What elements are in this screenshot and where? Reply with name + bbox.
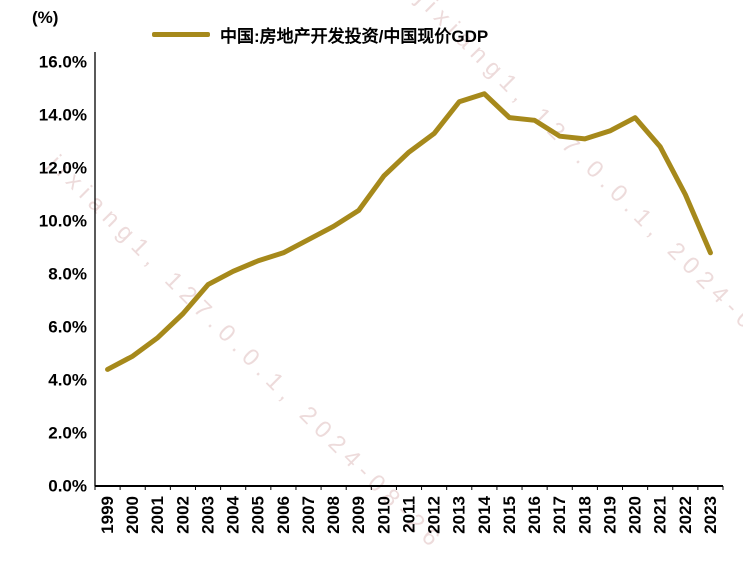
svg-text:2007: 2007 bbox=[299, 496, 318, 534]
svg-text:2020: 2020 bbox=[626, 496, 645, 534]
svg-text:2009: 2009 bbox=[349, 496, 368, 534]
svg-text:2006: 2006 bbox=[274, 496, 293, 534]
svg-text:2018: 2018 bbox=[575, 496, 594, 534]
svg-text:2019: 2019 bbox=[600, 496, 619, 534]
svg-text:2000: 2000 bbox=[123, 496, 142, 534]
legend-label: 中国:房地产开发投资/中国现价GDP bbox=[220, 27, 489, 46]
svg-text:2003: 2003 bbox=[198, 496, 217, 534]
svg-text:2015: 2015 bbox=[500, 496, 519, 534]
legend-line-swatch bbox=[152, 32, 210, 37]
svg-text:2002: 2002 bbox=[173, 496, 192, 534]
svg-text:2023: 2023 bbox=[701, 496, 720, 534]
svg-text:2013: 2013 bbox=[450, 496, 469, 534]
legend: 中国:房地产开发投资/中国现价GDP bbox=[152, 22, 488, 47]
svg-text:2016: 2016 bbox=[525, 496, 544, 534]
svg-text:2010: 2010 bbox=[374, 496, 393, 534]
svg-text:2014: 2014 bbox=[475, 495, 494, 533]
svg-text:10.0%: 10.0% bbox=[39, 212, 87, 231]
svg-text:12.0%: 12.0% bbox=[39, 159, 87, 178]
svg-text:6.0%: 6.0% bbox=[48, 318, 87, 337]
svg-text:2022: 2022 bbox=[676, 496, 695, 534]
svg-text:14.0%: 14.0% bbox=[39, 106, 87, 125]
svg-text:2001: 2001 bbox=[148, 496, 167, 534]
svg-text:1999: 1999 bbox=[98, 496, 117, 534]
svg-text:2017: 2017 bbox=[550, 496, 569, 534]
svg-text:2008: 2008 bbox=[324, 496, 343, 534]
svg-text:16.0%: 16.0% bbox=[39, 53, 87, 72]
svg-text:2012: 2012 bbox=[425, 496, 444, 534]
svg-text:0.0%: 0.0% bbox=[48, 477, 87, 496]
svg-text:8.0%: 8.0% bbox=[48, 265, 87, 284]
svg-text:2021: 2021 bbox=[651, 496, 670, 534]
svg-text:2005: 2005 bbox=[249, 496, 268, 534]
y-axis-unit-label: (%) bbox=[32, 8, 59, 27]
svg-text:2011: 2011 bbox=[399, 496, 418, 533]
svg-text:2004: 2004 bbox=[224, 495, 243, 533]
svg-text:4.0%: 4.0% bbox=[48, 371, 87, 390]
svg-text:2.0%: 2.0% bbox=[48, 424, 87, 443]
